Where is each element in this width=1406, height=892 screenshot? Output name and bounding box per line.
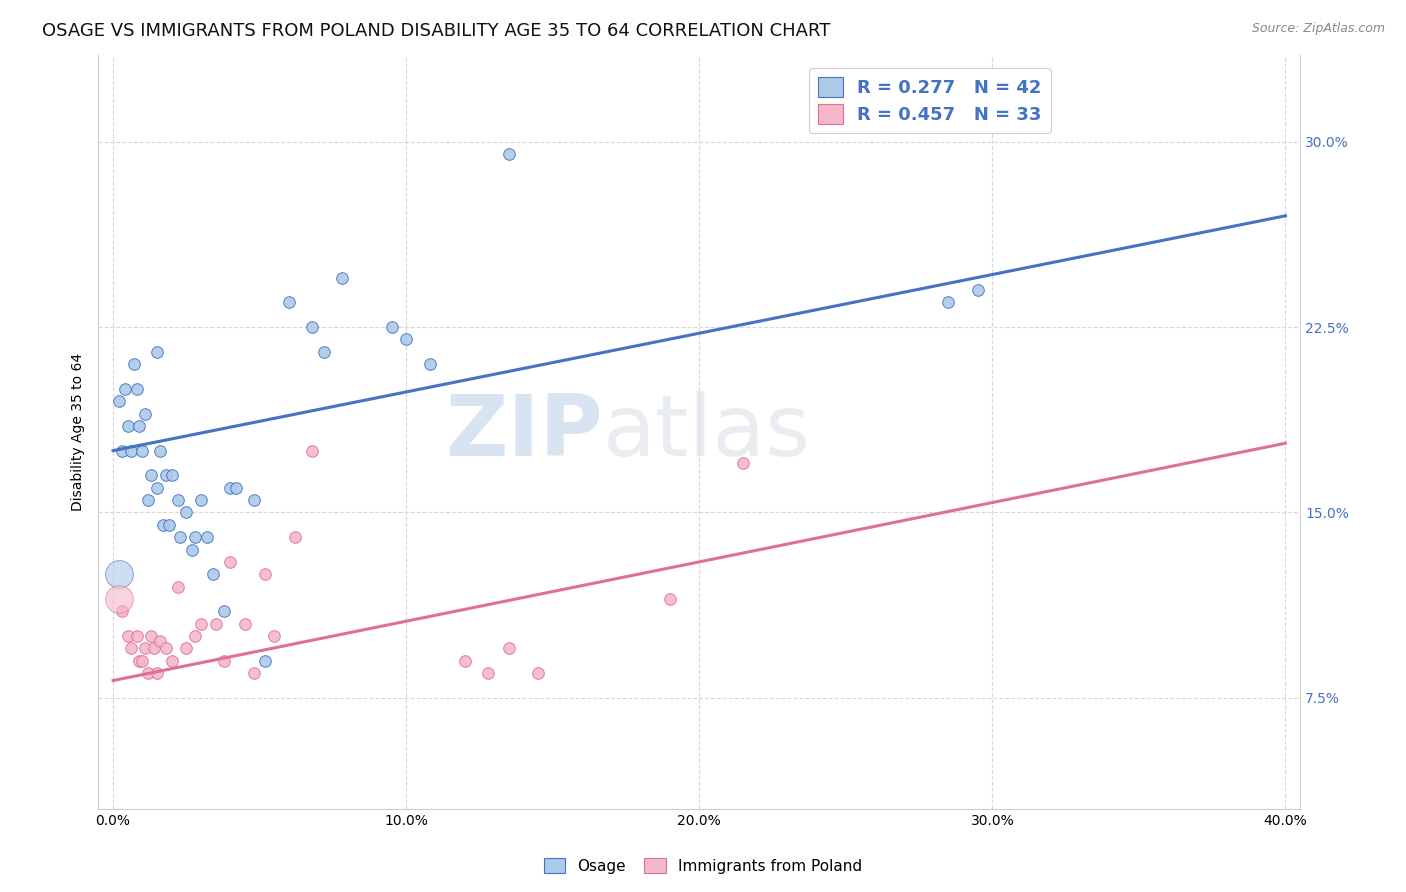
Point: [233, 616, 256, 631]
Point: [128, 418, 150, 433]
Point: [143, 641, 166, 656]
Point: [190, 616, 212, 631]
Point: [149, 634, 172, 648]
Point: [314, 344, 336, 359]
Point: [136, 666, 159, 681]
Text: Source: ZipAtlas.com: Source: ZipAtlas.com: [1251, 22, 1385, 36]
Point: [184, 629, 207, 643]
Legend: Osage, Immigrants from Poland: Osage, Immigrants from Poland: [537, 852, 869, 880]
Point: [136, 493, 159, 508]
Point: [204, 616, 226, 631]
Point: [498, 641, 520, 656]
Point: [108, 394, 131, 409]
Point: [733, 456, 755, 470]
Point: [419, 357, 441, 371]
Point: [134, 407, 156, 421]
Point: [242, 666, 264, 681]
Point: [301, 443, 323, 458]
Point: [201, 567, 224, 582]
Point: [155, 641, 177, 656]
Point: [284, 530, 307, 544]
Text: ZIP: ZIP: [446, 391, 603, 474]
Point: [181, 542, 204, 557]
Point: [120, 641, 142, 656]
Point: [152, 517, 174, 532]
Point: [131, 443, 153, 458]
Point: [125, 382, 148, 396]
Point: [111, 443, 134, 458]
Point: [160, 468, 183, 483]
Point: [134, 641, 156, 656]
Text: OSAGE VS IMMIGRANTS FROM POLAND DISABILITY AGE 35 TO 64 CORRELATION CHART: OSAGE VS IMMIGRANTS FROM POLAND DISABILI…: [42, 22, 831, 40]
Point: [114, 382, 136, 396]
Point: [214, 604, 236, 618]
Point: [157, 517, 180, 532]
Point: [195, 530, 218, 544]
Point: [658, 591, 681, 606]
Point: [120, 443, 142, 458]
Point: [146, 344, 169, 359]
Point: [169, 530, 191, 544]
Point: [477, 666, 499, 681]
Point: [219, 481, 242, 495]
Point: [146, 666, 169, 681]
Point: [176, 641, 198, 656]
Point: [176, 505, 198, 519]
Point: [108, 591, 131, 606]
Point: [225, 481, 247, 495]
Point: [149, 443, 172, 458]
Point: [301, 320, 323, 334]
Legend: R = 0.277   N = 42, R = 0.457   N = 33: R = 0.277 N = 42, R = 0.457 N = 33: [808, 68, 1050, 133]
Point: [125, 629, 148, 643]
Point: [190, 493, 212, 508]
Point: [380, 320, 402, 334]
Point: [166, 580, 188, 594]
Point: [117, 418, 139, 433]
Point: [219, 555, 242, 569]
Point: [527, 666, 550, 681]
Point: [498, 147, 520, 161]
Point: [160, 654, 183, 668]
Point: [128, 654, 150, 668]
Point: [108, 567, 131, 582]
Point: [111, 604, 134, 618]
Point: [131, 654, 153, 668]
Point: [141, 629, 163, 643]
Point: [278, 295, 301, 310]
Point: [214, 654, 236, 668]
Point: [254, 654, 277, 668]
Point: [141, 468, 163, 483]
Point: [146, 481, 169, 495]
Point: [254, 567, 277, 582]
Point: [330, 270, 353, 285]
Point: [184, 530, 207, 544]
Point: [122, 357, 145, 371]
Point: [966, 283, 988, 297]
Point: [454, 654, 477, 668]
Point: [263, 629, 285, 643]
Point: [938, 295, 960, 310]
Point: [155, 468, 177, 483]
Point: [166, 493, 188, 508]
Point: [117, 629, 139, 643]
Point: [242, 493, 264, 508]
Text: atlas: atlas: [603, 391, 811, 474]
Point: [395, 333, 418, 347]
Y-axis label: Disability Age 35 to 64: Disability Age 35 to 64: [72, 353, 86, 511]
